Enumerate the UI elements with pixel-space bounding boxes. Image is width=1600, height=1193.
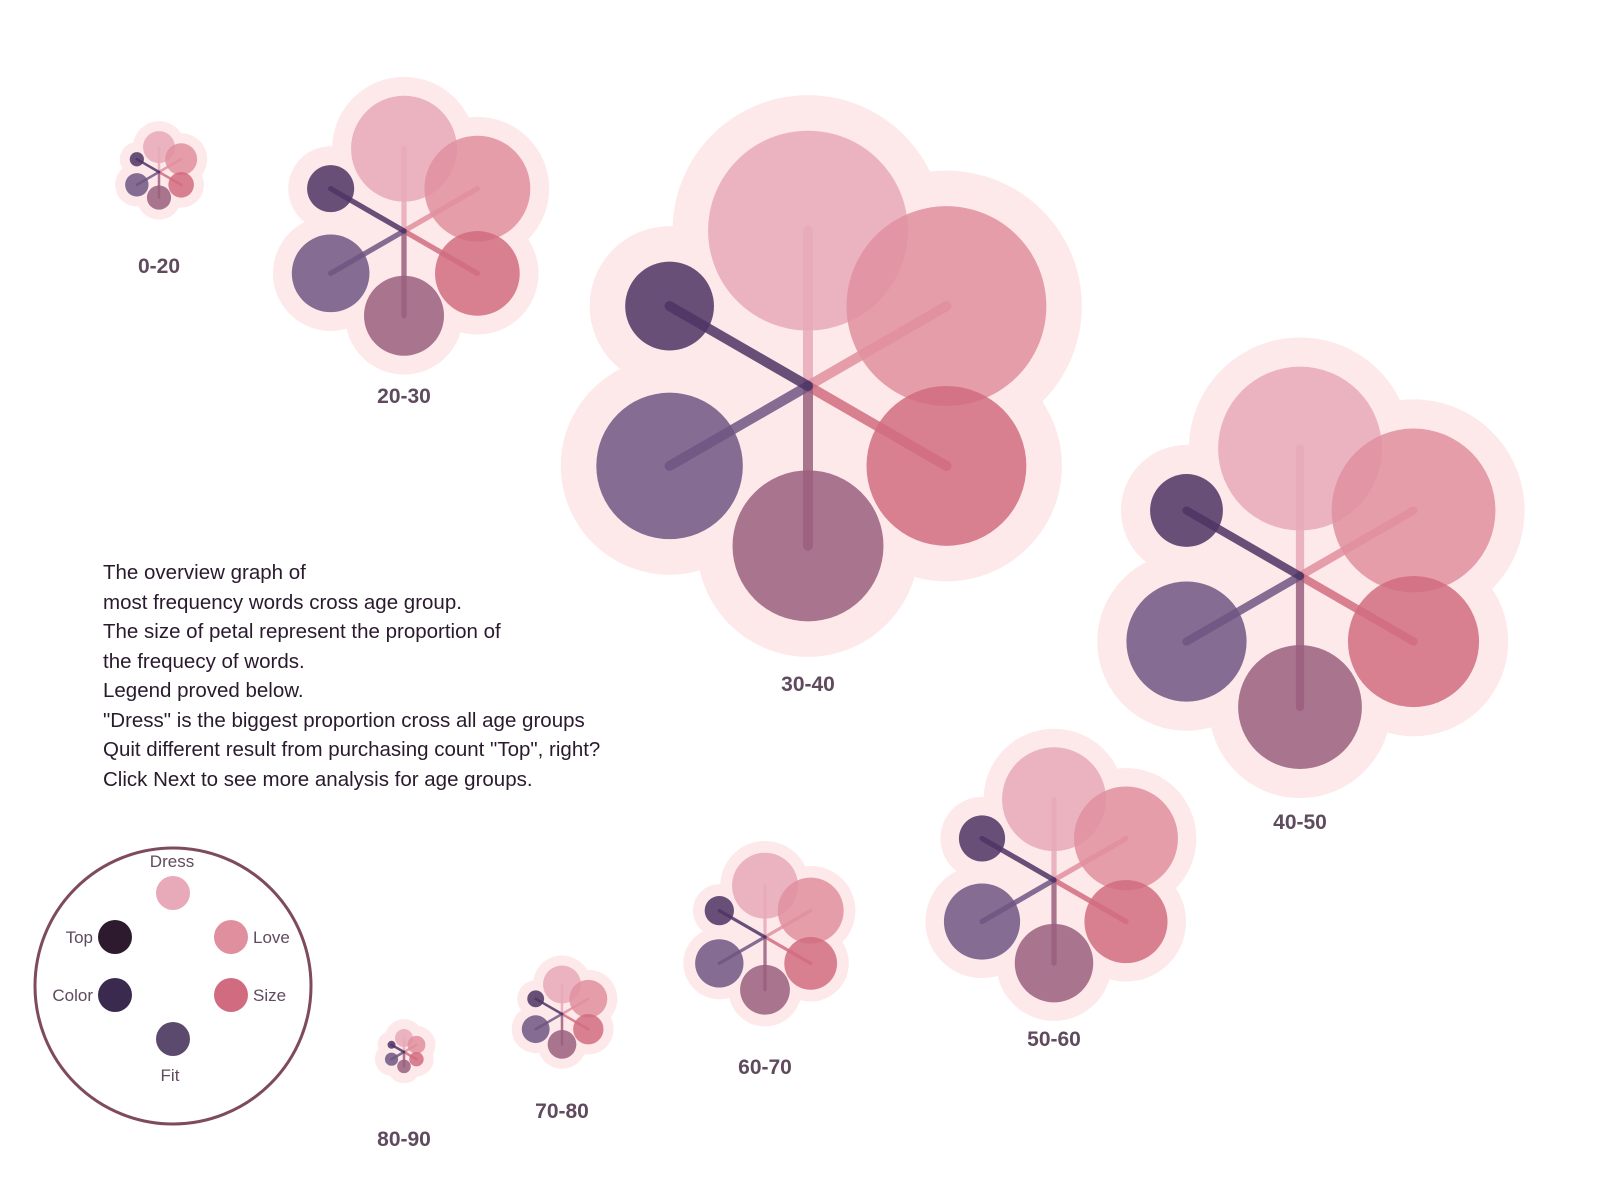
age-group-label: 80-90 [377,1128,431,1151]
legend-item-top: Top [66,920,132,954]
stem-top [979,835,1057,883]
description-line: the frequecy of words. [103,649,305,673]
legend-item-love: Love [214,920,290,954]
flower-20-30: 20-30 [272,76,550,408]
stem-top [534,997,564,1016]
age-group-label: 30-40 [781,673,835,696]
description-line: "Dress" is the biggest proportion cross … [103,708,585,732]
legend-label: Love [253,928,290,947]
stem-color [717,935,767,966]
description-line: The size of petal represent the proporti… [103,620,501,643]
stem-size [763,935,813,966]
description-line: Click Next to see more analysis for age … [103,767,533,791]
flower-70-80: 70-80 [511,955,618,1123]
stem-love [803,301,952,391]
flower-0-20: 0-20 [115,121,208,278]
stem-color [390,1050,406,1061]
stem-color [327,228,407,277]
stem-love [157,157,183,174]
stem-color [979,877,1057,925]
stem-color [1182,571,1305,646]
stem-color [135,170,161,187]
legend-label: Dress [150,852,194,871]
description-text: The overview graph of most frequency wor… [103,558,723,794]
legend-swatch [214,920,248,954]
legend-ring [33,846,313,1126]
flower-40-50: 40-50 [1097,337,1525,834]
stem-love [763,908,813,939]
flower-60-70: 60-70 [683,841,856,1079]
description-line: The overview graph of [103,561,306,584]
legend-swatch [214,978,248,1012]
age-group-label: 0-20 [138,255,180,278]
age-group-label: 60-70 [738,1056,792,1079]
stem-love [1051,835,1129,883]
age-group-label: 20-30 [377,385,431,408]
legend-item-dress: Dress [150,852,194,910]
stem-top [717,908,767,939]
age-group-label: 70-80 [535,1100,589,1123]
legend-label: Size [253,986,286,1005]
flowers-layer: 0-20 20-30 30-40 40-50 50-60 60-70 70-80 80-90 [115,76,1525,1151]
description-line: most frequency words cross age group. [103,590,462,614]
description-line: Quit different result from purchasing co… [103,738,601,761]
stem-love [560,997,590,1016]
legend-label: Top [66,928,93,947]
age-group-label: 50-60 [1027,1028,1081,1051]
legend-swatch [98,920,132,954]
stem-top [390,1043,406,1054]
flower-50-60: 50-60 [925,728,1197,1051]
stem-size [401,228,481,277]
legend-item-size: Size [214,978,286,1012]
stem-color [534,1012,564,1031]
stem-color [664,381,813,471]
legend-label: Fit [161,1066,180,1085]
stem-size [560,1012,590,1031]
flower-30-40: 30-40 [560,95,1082,696]
stem-size [1295,571,1418,646]
description-line: Legend proved below. [103,679,304,702]
stem-size [157,170,183,187]
stem-top [327,185,407,234]
stem-top [1182,506,1305,581]
age-group-label: 40-50 [1273,811,1327,834]
stem-size [402,1050,418,1061]
legend-label: Color [52,986,93,1005]
legend-item-fit: Fit [156,1022,190,1085]
stem-love [401,185,481,234]
stem-top [135,157,161,174]
flower-80-90: 80-90 [374,1019,436,1151]
stem-love [1295,506,1418,581]
legend: Dress Love Size Fit Color Top [33,846,313,1126]
stem-size [1051,877,1129,925]
legend-swatch [156,1022,190,1056]
legend-item-color: Color [52,978,132,1012]
legend-swatch [98,978,132,1012]
stem-love [402,1043,418,1054]
legend-swatch [156,876,190,910]
stem-size [803,381,952,471]
stem-top [664,301,813,391]
